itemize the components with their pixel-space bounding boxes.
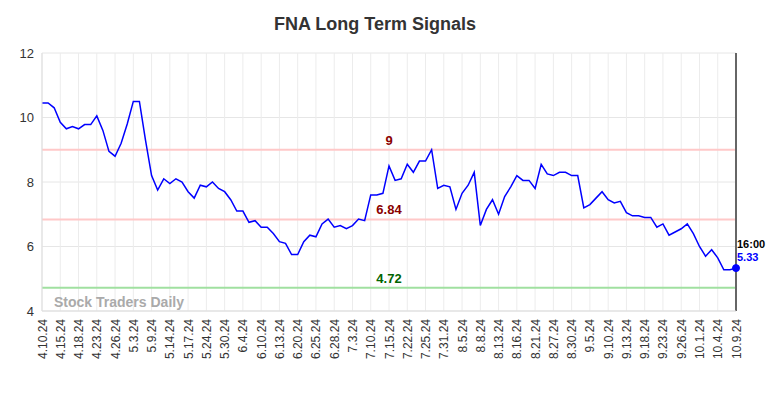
- svg-text:6.25.24: 6.25.24: [309, 319, 323, 359]
- svg-text:10: 10: [20, 110, 34, 125]
- svg-text:7.3.24: 7.3.24: [346, 319, 360, 353]
- svg-text:6.20.24: 6.20.24: [291, 319, 305, 359]
- svg-text:9.26.24: 9.26.24: [675, 319, 689, 359]
- svg-text:10.4.24: 10.4.24: [711, 319, 725, 359]
- svg-text:5.30.24: 5.30.24: [218, 319, 232, 359]
- svg-text:8.27.24: 8.27.24: [547, 319, 561, 359]
- svg-text:5.17.24: 5.17.24: [182, 319, 196, 359]
- html-text:FNA Long Term Signals: FNA Long Term Signals: [274, 14, 476, 34]
- svg-text:4.72: 4.72: [376, 271, 401, 286]
- svg-text:8: 8: [27, 175, 34, 190]
- svg-text:6.10.24: 6.10.24: [255, 319, 269, 359]
- svg-text:8.30.24: 8.30.24: [565, 319, 579, 359]
- svg-text:8.13.24: 8.13.24: [492, 319, 506, 359]
- svg-text:8.5.24: 8.5.24: [456, 319, 470, 353]
- svg-text:5.9.24: 5.9.24: [145, 319, 159, 353]
- svg-text:5.24.24: 5.24.24: [200, 319, 214, 359]
- svg-text:4.15.24: 4.15.24: [54, 319, 68, 359]
- svg-text:9: 9: [385, 133, 392, 148]
- svg-text:8.8.24: 8.8.24: [474, 319, 488, 353]
- svg-text:6.28.24: 6.28.24: [328, 319, 342, 359]
- svg-text:4: 4: [27, 304, 34, 319]
- svg-text:7.25.24: 7.25.24: [419, 319, 433, 359]
- svg-text:6.4.24: 6.4.24: [236, 319, 250, 353]
- svg-text:5.33: 5.33: [737, 251, 758, 263]
- svg-text:4.23.24: 4.23.24: [90, 319, 104, 359]
- svg-text:10.9.24: 10.9.24: [730, 319, 744, 359]
- svg-text:4.26.24: 4.26.24: [109, 319, 123, 359]
- svg-text:4.18.24: 4.18.24: [72, 319, 86, 359]
- svg-text:7.10.24: 7.10.24: [364, 319, 378, 359]
- svg-text:8.21.24: 8.21.24: [529, 319, 543, 359]
- svg-text:6: 6: [27, 239, 34, 254]
- svg-text:9.10.24: 9.10.24: [602, 319, 616, 359]
- svg-text:7.15.24: 7.15.24: [383, 319, 397, 359]
- svg-text:7.22.24: 7.22.24: [401, 319, 415, 359]
- svg-text:10.1.24: 10.1.24: [693, 319, 707, 359]
- svg-text:5.3.24: 5.3.24: [127, 319, 141, 353]
- svg-text:8.16.24: 8.16.24: [510, 319, 524, 359]
- svg-text:9.13.24: 9.13.24: [620, 319, 634, 359]
- svg-text:9.23.24: 9.23.24: [656, 319, 670, 359]
- svg-text:9.5.24: 9.5.24: [583, 319, 597, 353]
- svg-text:6.13.24: 6.13.24: [273, 319, 287, 359]
- svg-text:7.31.24: 7.31.24: [437, 319, 451, 359]
- svg-text:6.84: 6.84: [376, 202, 402, 217]
- svg-text:16:00: 16:00: [737, 238, 765, 250]
- svg-text:9.18.24: 9.18.24: [638, 319, 652, 359]
- svg-text:12: 12: [20, 46, 34, 61]
- svg-text:5.14.24: 5.14.24: [163, 319, 177, 359]
- html-text:Stock Traders Daily: Stock Traders Daily: [54, 294, 184, 310]
- svg-text:4.10.24: 4.10.24: [36, 319, 50, 359]
